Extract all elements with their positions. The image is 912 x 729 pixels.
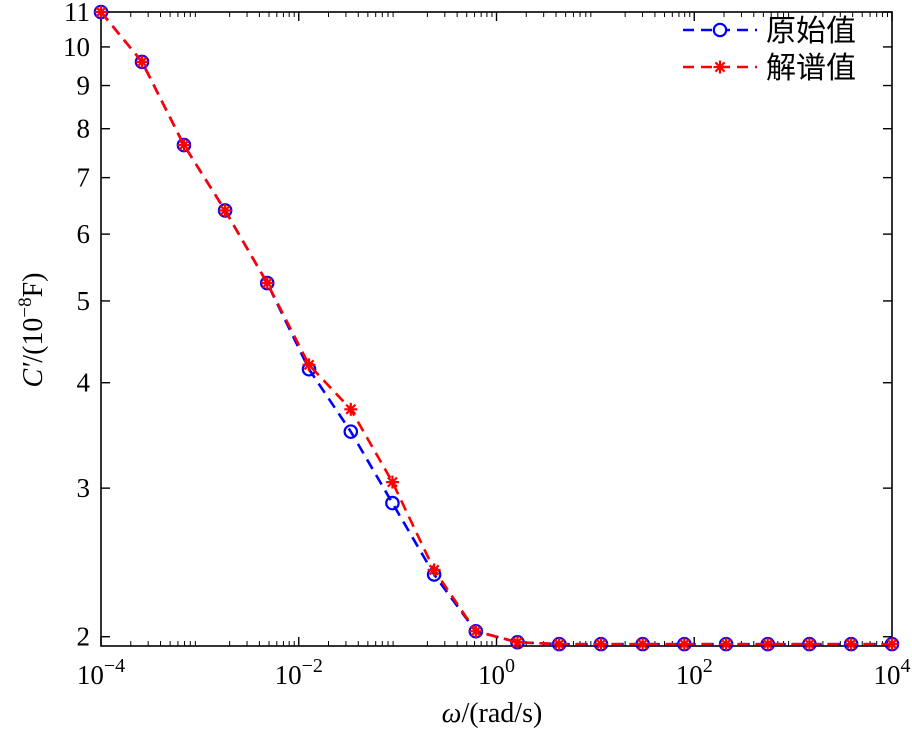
plot-frame: [100, 11, 893, 647]
data-point: [761, 637, 775, 651]
y-tick-label: 4: [77, 368, 91, 398]
data-point: [343, 424, 359, 439]
y-tick-label: 6: [77, 219, 91, 249]
data-point: [719, 637, 733, 651]
data-point: [385, 495, 400, 511]
x-tick-label: 104: [874, 655, 911, 690]
data-point: [469, 624, 483, 638]
legend-label: 原始值: [766, 14, 856, 49]
y-tick-label: 11: [64, 0, 90, 27]
legend-item: 原始值: [683, 14, 856, 49]
data-point: [844, 637, 858, 651]
data-point: [636, 637, 650, 651]
y-axis-title: C′/(10−8F): [15, 272, 49, 387]
data-point: [385, 475, 399, 489]
data-point: [177, 138, 191, 152]
y-tick-label: 5: [77, 286, 91, 316]
legend-item: 解谱值: [683, 51, 856, 86]
x-tick-label: 102: [676, 655, 713, 690]
legend-marker: [712, 22, 728, 38]
data-point: [218, 203, 232, 217]
data-point: [552, 637, 566, 651]
series-layer: [93, 4, 900, 652]
data-point: [94, 5, 108, 19]
data-point: [802, 637, 816, 651]
x-axis-title: ω/(rad/s): [442, 698, 543, 729]
data-point: [135, 55, 149, 69]
data-point: [427, 563, 441, 577]
data-point: [885, 637, 899, 651]
data-point: [594, 637, 608, 651]
data-point: [302, 358, 316, 372]
data-point: [260, 276, 274, 290]
data-point: [677, 637, 691, 651]
data-point: [344, 402, 358, 416]
y-tick-label: 9: [77, 71, 91, 101]
series-2: [94, 5, 899, 651]
y-tick-label: 2: [77, 622, 91, 652]
y-tick-label: 7: [77, 163, 91, 193]
x-tick-label: 10−4: [77, 655, 125, 690]
legend-marker: [713, 60, 727, 74]
series-line: [99, 11, 892, 646]
y-tick-label: 3: [77, 473, 91, 503]
y-tick-label: 10: [63, 32, 90, 62]
x-tick-label: 10−2: [275, 655, 323, 690]
series-1: [93, 4, 900, 652]
data-point: [510, 635, 524, 649]
x-tick-label: 100: [478, 655, 515, 690]
y-tick-label: 8: [77, 114, 91, 144]
legend-label: 解谱值: [766, 51, 856, 86]
series-line: [99, 11, 892, 646]
axes: [100, 11, 893, 647]
tick-labels: 10−4 10−2 100 102 104 2 3 4 5 6 7 8 9 10 11: [63, 0, 911, 690]
